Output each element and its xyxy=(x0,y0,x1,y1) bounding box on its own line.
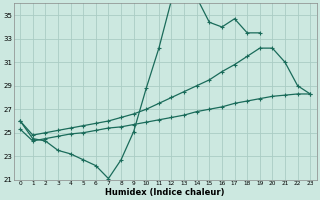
X-axis label: Humidex (Indice chaleur): Humidex (Indice chaleur) xyxy=(106,188,225,197)
